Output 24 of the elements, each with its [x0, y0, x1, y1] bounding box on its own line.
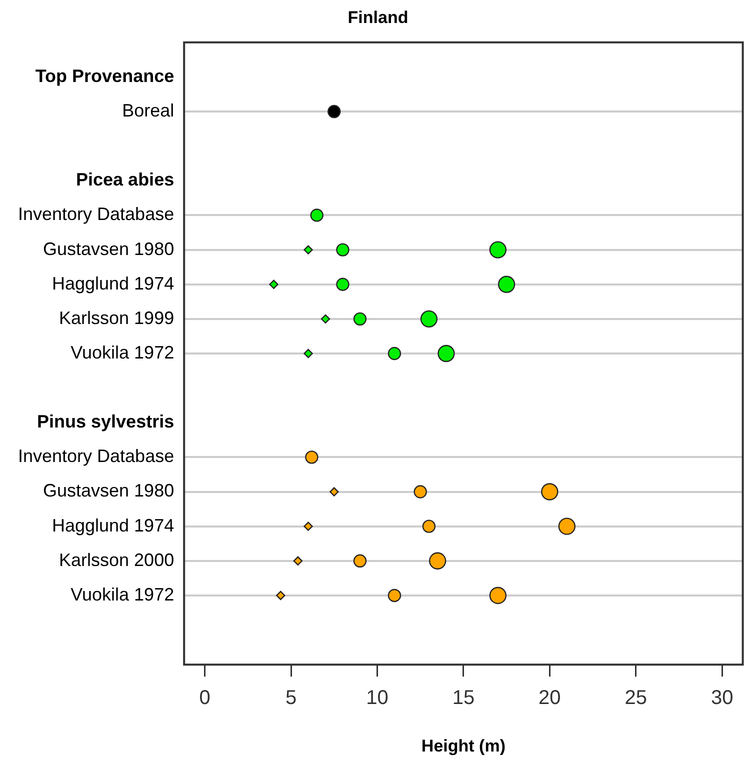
y-tick-label: Pinus sylvestris	[37, 412, 174, 432]
y-tick-label: Karlsson 2000	[59, 550, 174, 570]
y-tick-label: Hagglund 1974	[52, 515, 174, 536]
y-tick-label: Vuokila 1972	[70, 342, 174, 362]
point	[328, 104, 341, 118]
y-tick-label: Gustavsen 1980	[43, 480, 174, 501]
x-tick-label: 5	[285, 687, 297, 710]
x-axis-title: Height (m)	[421, 736, 506, 756]
y-tick-label: Karlsson 1999	[59, 308, 174, 328]
x-tick-label: 20	[538, 687, 561, 710]
y-tick-label: Inventory Database	[18, 204, 174, 224]
x-tick-label: 25	[624, 687, 648, 710]
y-tick-label: Top Provenance	[35, 66, 174, 86]
y-tick-label: Boreal	[122, 100, 174, 120]
x-tick-label: 15	[452, 687, 475, 710]
chart-title: Finland	[348, 8, 408, 27]
y-tick-label: Inventory Database	[18, 446, 174, 466]
x-tick-label: 30	[710, 687, 734, 710]
y-tick-label: Picea abies	[76, 170, 174, 190]
y-tick-label: Vuokila 1972	[70, 584, 174, 604]
x-tick-label: 0	[199, 687, 210, 710]
y-tick-label: Gustavsen 1980	[43, 238, 174, 259]
x-tick-label: 10	[366, 687, 388, 710]
y-tick-label: Hagglund 1974	[52, 273, 174, 294]
